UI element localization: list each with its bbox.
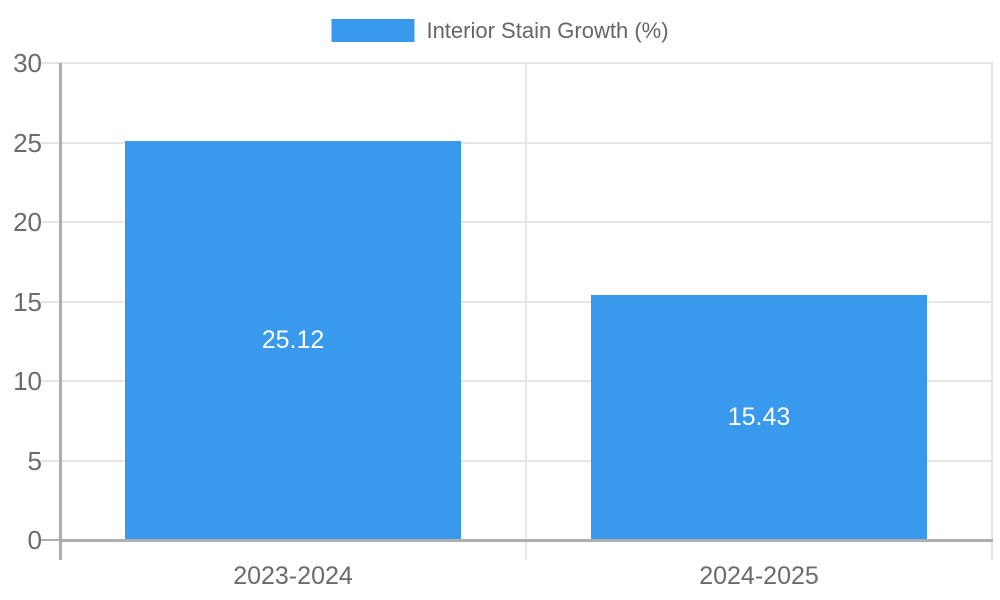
y-tick-mark — [41, 460, 60, 462]
y-tick-mark — [41, 301, 60, 303]
bar-value-label: 15.43 — [727, 403, 791, 431]
y-tick-mark — [41, 142, 60, 144]
bar — [591, 295, 927, 540]
y-tick-mark — [41, 380, 60, 382]
bar-value-label: 25.12 — [261, 326, 325, 354]
category-separator-line — [991, 63, 993, 560]
x-tick-label: 2023-2024 — [233, 562, 353, 590]
y-tick-label: 15 — [13, 287, 42, 317]
y-tick-label: 20 — [13, 207, 42, 237]
y-tick-label: 25 — [13, 128, 42, 158]
legend[interactable]: Interior Stain Growth (%) — [331, 18, 669, 43]
legend-label: Interior Stain Growth (%) — [426, 18, 669, 43]
y-tick-mark — [41, 221, 60, 223]
y-tick-label: 0 — [27, 525, 42, 555]
y-tick-label: 10 — [13, 366, 42, 396]
category-separator-line — [525, 63, 527, 560]
legend-swatch — [331, 19, 415, 42]
y-tick-mark — [41, 62, 60, 64]
bar — [125, 141, 461, 540]
x-axis-line — [60, 539, 993, 542]
y-axis-line — [59, 63, 62, 560]
y-tick-mark — [41, 539, 60, 541]
y-tick-label: 30 — [13, 48, 42, 78]
x-tick-label: 2024-2025 — [699, 562, 819, 590]
y-tick-label: 5 — [27, 446, 42, 476]
